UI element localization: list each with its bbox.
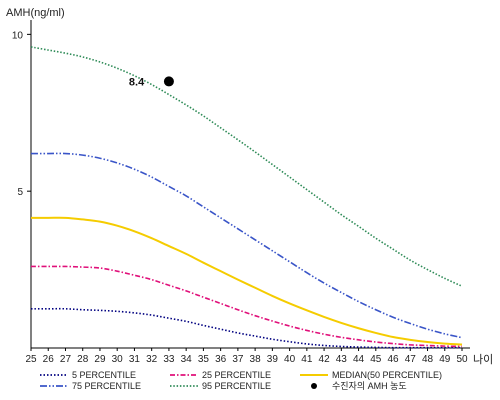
x-tick-label: 32 <box>146 354 158 365</box>
x-axis-title: 나이 <box>473 353 493 366</box>
series-line-3 <box>31 216 463 346</box>
legend-label: 25 PERCENTILE <box>202 370 271 380</box>
legend-label: 5 PERCENTILE <box>72 370 136 380</box>
x-tick-label: 39 <box>267 354 279 365</box>
series-line-4 <box>31 152 463 339</box>
x-tick-label: 35 <box>198 354 210 365</box>
y-axis-title: AMH(ng/ml) <box>6 7 65 19</box>
series-lines <box>30 46 463 349</box>
x-tick-label: 25 <box>25 354 37 365</box>
y-tick-label: 10 <box>12 30 24 41</box>
legend-label: 75 PERCENTILE <box>72 381 141 391</box>
x-tick-label: 46 <box>387 354 399 365</box>
x-tick-label: 43 <box>336 354 348 365</box>
x-tick-label: 41 <box>301 354 313 365</box>
axis-ticks: 25 26 27 28 29 30 31 32 33 34 35 36 37 38 39 40 41 42 43 44… <box>12 30 468 365</box>
legend-label: 95 PERCENTILE <box>202 381 271 391</box>
x-tick-label: 28 <box>77 354 89 365</box>
x-tick-label: 38 <box>250 354 262 365</box>
series-line-5 <box>30 46 463 287</box>
series-line-1 <box>30 307 462 349</box>
x-tick-label: 34 <box>181 354 193 365</box>
x-tick-label: 47 <box>405 354 417 365</box>
x-tick-label: 27 <box>60 354 72 365</box>
x-tick-label: 45 <box>370 354 382 365</box>
legend-label: 수진자의 AMH 농도 <box>332 381 407 391</box>
y-tick-label: 5 <box>17 187 23 198</box>
series-line-2 <box>30 265 463 348</box>
legend-label: MEDIAN(50 PERCENTILE) <box>332 370 442 380</box>
x-tick-label: 30 <box>112 354 124 365</box>
x-tick-label: 44 <box>353 354 365 365</box>
x-tick-label: 37 <box>232 354 244 365</box>
patient-point <box>163 76 174 87</box>
patient-marker: 8.4 <box>129 76 174 88</box>
x-tick-label: 29 <box>94 354 106 365</box>
x-tick-label: 31 <box>129 354 141 365</box>
x-tick-label: 40 <box>284 354 296 365</box>
x-tick-label: 49 <box>439 354 451 365</box>
legend-marker <box>311 383 317 389</box>
x-tick-label: 42 <box>319 354 331 365</box>
x-tick-label: 48 <box>422 354 434 365</box>
x-tick-label: 26 <box>43 354 55 365</box>
x-tick-label: 33 <box>163 354 175 365</box>
patient-value-label: 8.4 <box>129 76 145 88</box>
x-tick-label: 50 <box>456 354 468 365</box>
x-tick-label: 36 <box>215 354 227 365</box>
